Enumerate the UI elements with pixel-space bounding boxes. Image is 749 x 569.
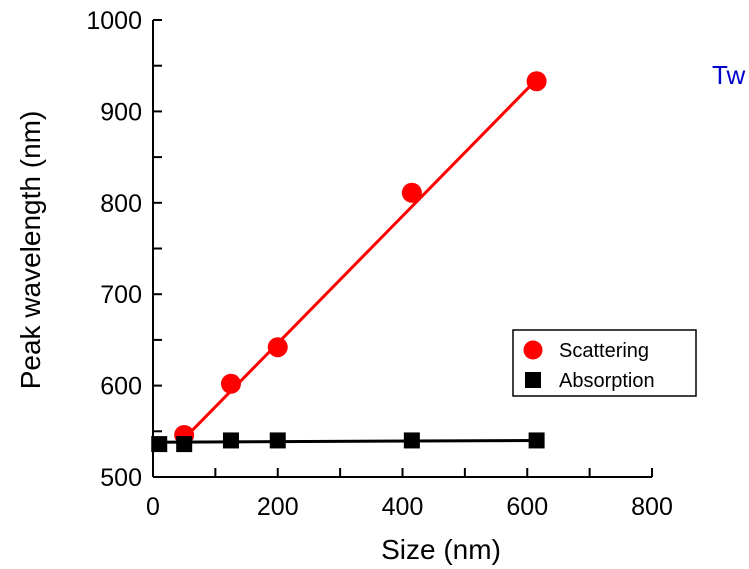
y-tick-label: 1000 bbox=[86, 7, 142, 35]
absorption-fit-line bbox=[152, 438, 537, 444]
x-axis-label: Size (nm) bbox=[381, 534, 501, 565]
series-scattering bbox=[174, 71, 547, 445]
scattering-point bbox=[401, 182, 422, 203]
absorption-point bbox=[403, 432, 420, 449]
scattering-point bbox=[267, 337, 288, 358]
legend-absorption-marker bbox=[525, 372, 541, 388]
legend-absorption-label: Absorption bbox=[559, 370, 655, 392]
x-tick-label: 400 bbox=[382, 493, 424, 521]
legend-box bbox=[512, 329, 697, 397]
axes-frame bbox=[152, 20, 652, 478]
x-tick-label: 200 bbox=[257, 493, 299, 521]
scattering-fit-line bbox=[183, 78, 538, 440]
y-axis: 500 600 700 800 900 1000 bbox=[86, 7, 162, 492]
y-tick-label: 500 bbox=[100, 464, 142, 492]
y-tick-label: 900 bbox=[100, 98, 142, 126]
y-tick-label: 600 bbox=[100, 373, 142, 401]
plot-area bbox=[151, 71, 547, 453]
scattering-point bbox=[220, 373, 241, 394]
series-absorption bbox=[151, 432, 545, 453]
absorption-point bbox=[222, 432, 239, 449]
legend: Scattering Absorption bbox=[512, 329, 697, 397]
corner-text: Tw bbox=[712, 60, 745, 90]
absorption-point bbox=[151, 436, 168, 453]
absorption-point bbox=[528, 432, 545, 449]
y-axis-label: Peak wavelength (nm) bbox=[15, 111, 46, 390]
legend-scattering-label: Scattering bbox=[559, 340, 649, 362]
x-tick-label: 800 bbox=[631, 493, 673, 521]
x-axis: 0 200 400 600 800 bbox=[146, 468, 673, 521]
absorption-point bbox=[269, 432, 286, 449]
y-tick-label: 700 bbox=[100, 281, 142, 309]
scattering-point bbox=[526, 71, 547, 92]
absorption-point bbox=[176, 436, 193, 453]
x-tick-label: 0 bbox=[146, 493, 160, 521]
legend-scattering-marker bbox=[523, 340, 543, 360]
x-tick-label: 600 bbox=[506, 493, 548, 521]
y-tick-label: 800 bbox=[100, 190, 142, 218]
